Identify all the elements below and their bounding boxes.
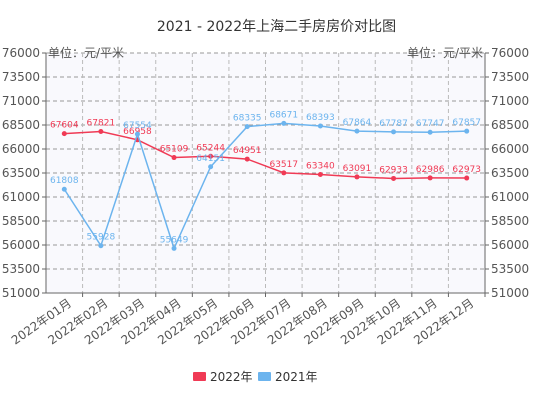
y-tick-label-right: 56000 (491, 238, 529, 252)
y-tick-label-left: 56000 (2, 238, 40, 252)
data-point (354, 174, 360, 180)
y-tick-label-left: 58500 (2, 214, 40, 228)
y-tick-label-right: 68500 (491, 118, 529, 132)
data-label: 62933 (379, 165, 408, 175)
y-tick-label-left: 76000 (2, 46, 40, 60)
y-tick-label-left: 51000 (2, 286, 40, 300)
chart-title: 2021 - 2022年上海二手房房价对比图 (157, 19, 396, 35)
data-label: 67821 (87, 119, 116, 129)
data-label: 55928 (87, 233, 116, 243)
y-tick-label-right: 63500 (491, 166, 529, 180)
data-point (464, 175, 470, 181)
data-label: 64951 (233, 146, 262, 156)
y-tick-label-left: 61000 (2, 190, 40, 204)
y-tick-label-right: 76000 (491, 46, 529, 60)
data-label: 68393 (306, 113, 335, 123)
data-point (317, 123, 323, 129)
data-label: 67554 (123, 121, 152, 131)
data-point (281, 120, 287, 126)
series-line-1 (63, 122, 467, 251)
data-label: 67787 (379, 119, 408, 129)
legend-swatch (258, 372, 271, 381)
y-tick-label-left: 68500 (2, 118, 40, 132)
legend-swatch (193, 372, 206, 381)
data-label: 63517 (269, 160, 298, 170)
y-tick-label-right: 61000 (491, 190, 529, 204)
data-point (281, 170, 287, 176)
data-label: 67864 (343, 118, 372, 128)
y-tick-label-right: 51000 (491, 286, 529, 300)
data-point (244, 156, 250, 162)
data-label: 65244 (196, 143, 225, 153)
data-point (61, 131, 67, 137)
data-label: 67604 (50, 121, 79, 131)
data-label: 67857 (452, 118, 481, 128)
y-tick-label-right: 58500 (491, 214, 529, 228)
y-tick-label-left: 66000 (2, 142, 40, 156)
y-tick-label-left: 71000 (2, 94, 40, 108)
data-label: 62973 (452, 165, 481, 175)
data-point (391, 175, 397, 181)
data-point (464, 128, 470, 134)
data-point (427, 129, 433, 135)
data-point (244, 124, 250, 130)
data-label: 61808 (50, 176, 79, 186)
data-point (171, 245, 177, 251)
y-tick-label-right: 66000 (491, 142, 529, 156)
y-tick-label-left: 73500 (2, 70, 40, 84)
series-line-0 (64, 130, 467, 180)
data-point (134, 131, 140, 137)
data-point (208, 164, 214, 170)
y-axis-title-right: 单位：元/平米 (407, 45, 483, 60)
legend-label: 2022年 (210, 370, 253, 384)
data-point (391, 129, 397, 135)
y-tick-label-right: 71000 (491, 94, 529, 108)
y-tick-label-right: 53500 (491, 262, 529, 276)
data-point (354, 128, 360, 134)
y-tick-label-left: 53500 (2, 262, 40, 276)
data-point (171, 155, 177, 161)
data-label: 67747 (416, 119, 445, 129)
data-label: 63340 (306, 162, 335, 172)
y-tick-label-right: 73500 (491, 70, 529, 84)
data-label: 64151 (196, 154, 225, 164)
y-tick-label-left: 63500 (2, 166, 40, 180)
data-point (208, 153, 214, 159)
data-label: 68335 (233, 114, 262, 124)
data-point (317, 172, 323, 178)
legend-label: 2021年 (275, 370, 318, 384)
data-label: 68671 (269, 110, 298, 120)
data-label: 55649 (160, 235, 189, 245)
y-axis-title-left: 单位：元/平米 (48, 45, 124, 60)
data-point (427, 175, 433, 181)
data-point (98, 129, 104, 135)
data-point (61, 186, 67, 192)
data-point (98, 243, 104, 249)
data-label: 63091 (343, 164, 372, 174)
data-label: 65109 (160, 145, 189, 155)
data-label: 62986 (416, 165, 445, 175)
